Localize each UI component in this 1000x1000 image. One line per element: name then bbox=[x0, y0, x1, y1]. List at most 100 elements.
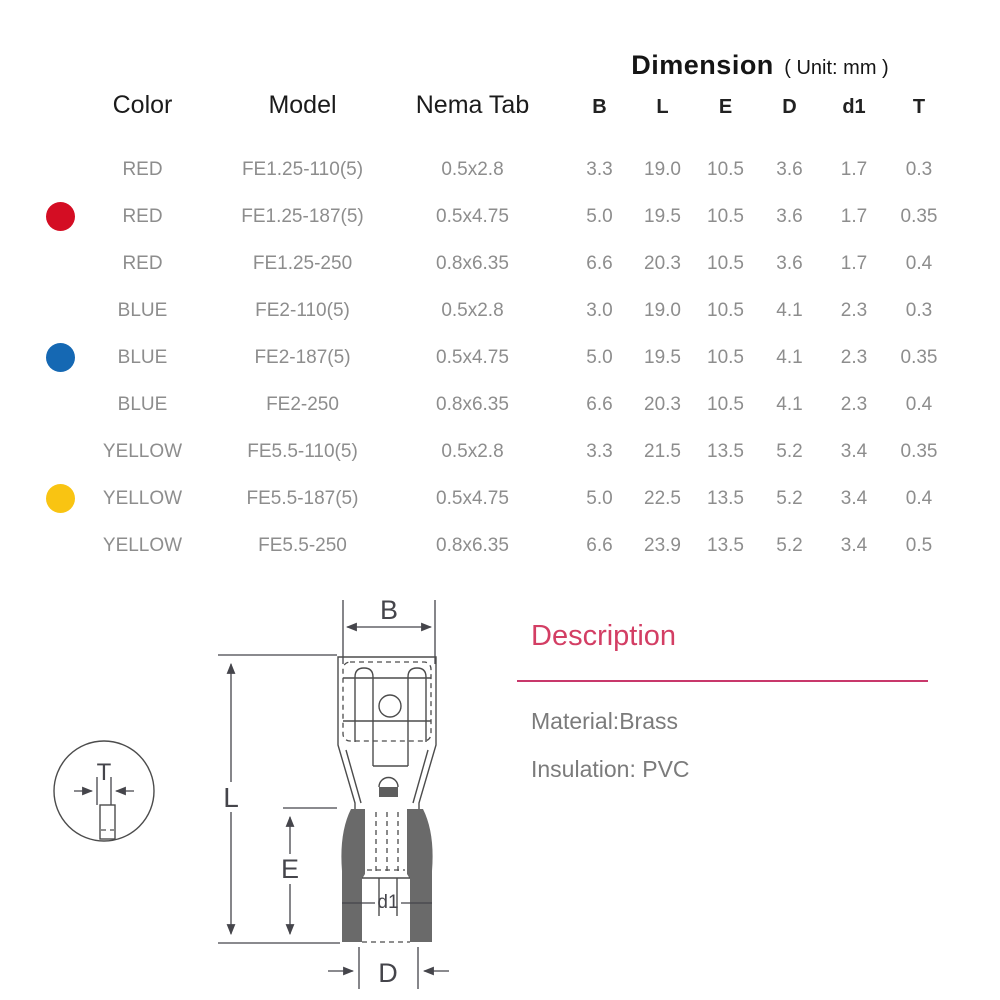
spacer-cell bbox=[545, 240, 568, 287]
dim-value-E: 10.5 bbox=[707, 159, 744, 180]
dim-value-D: 4.1 bbox=[776, 347, 803, 368]
dim-value-T: 0.4 bbox=[905, 394, 933, 415]
dim-value-B: 6.6 bbox=[586, 535, 613, 556]
color-dot-cell bbox=[40, 193, 80, 240]
dim-value-L: 21.5 bbox=[644, 441, 681, 462]
spacer-cell bbox=[545, 334, 568, 381]
barrel-wall-right bbox=[407, 809, 433, 942]
dim-value-E: 13.5 bbox=[707, 488, 744, 509]
spacer-cell bbox=[545, 381, 568, 428]
terminal-technical-drawing: T B bbox=[53, 595, 449, 989]
tab-hole bbox=[378, 694, 402, 718]
dim-value-T: 0.4 bbox=[905, 253, 933, 274]
spacer bbox=[545, 85, 568, 129]
dim-value-E: 10.5 bbox=[707, 394, 744, 415]
color-dot-cell bbox=[40, 146, 80, 193]
color-cell: BLUE bbox=[117, 347, 168, 368]
dim-value-D: 5.2 bbox=[776, 441, 803, 462]
color-cell: YELLOW bbox=[102, 535, 183, 556]
nema-tab-cell: 0.5x4.75 bbox=[436, 206, 509, 227]
dim-value-D: 3.6 bbox=[776, 206, 803, 227]
model-cell: FE5.5-250 bbox=[258, 535, 347, 556]
spacer-cell bbox=[545, 146, 568, 193]
model-cell: FE2-110(5) bbox=[255, 300, 350, 321]
dimension-B: B bbox=[342, 595, 436, 664]
dimension-group-header: Dimension ( Unit: mm ) bbox=[568, 50, 952, 81]
dim-value-L: 23.9 bbox=[644, 535, 681, 556]
color-cell: RED bbox=[122, 206, 163, 227]
dim-value-d1: 1.7 bbox=[840, 159, 868, 180]
color-dot-cell bbox=[40, 240, 80, 287]
spacer-cell bbox=[545, 287, 568, 334]
material-text: Material:Brass bbox=[531, 708, 678, 734]
dim-value-D: 4.1 bbox=[776, 394, 803, 415]
dim-value-T: 0.35 bbox=[900, 206, 938, 227]
dim-value-D: 3.6 bbox=[776, 253, 803, 274]
nema-tab-column-header: Nema Tab bbox=[415, 91, 530, 119]
color-cell: RED bbox=[122, 253, 163, 274]
model-cell: FE5.5-110(5) bbox=[247, 441, 358, 462]
dim-value-D: 3.6 bbox=[776, 159, 803, 180]
dim-label-d1: d1 bbox=[377, 892, 398, 913]
nema-tab-cell: 0.8x6.35 bbox=[436, 535, 509, 556]
dimension-D: D bbox=[328, 947, 449, 989]
dim-value-D: 5.2 bbox=[776, 488, 803, 509]
dim-value-d1: 2.3 bbox=[840, 300, 868, 321]
color-cell: YELLOW bbox=[102, 441, 183, 462]
dim-value-E: 13.5 bbox=[707, 535, 744, 556]
locking-dimple bbox=[378, 776, 399, 788]
dimension-E: E bbox=[279, 807, 337, 936]
model-cell: FE1.25-187(5) bbox=[241, 206, 364, 227]
dim-value-E: 10.5 bbox=[707, 206, 744, 227]
dim-value-T: 0.3 bbox=[905, 159, 933, 180]
dim-value-L: 19.5 bbox=[644, 347, 681, 368]
dim-col-d1: d1 bbox=[842, 96, 866, 118]
dim-col-T: T bbox=[912, 96, 926, 118]
description-title: Description bbox=[531, 620, 677, 652]
dim-label-D: D bbox=[378, 958, 398, 988]
model-cell: FE2-187(5) bbox=[254, 347, 351, 368]
dim-col-E: E bbox=[718, 96, 733, 118]
color-cell: RED bbox=[122, 159, 163, 180]
red-color-dot bbox=[45, 202, 75, 231]
dim-value-E: 10.5 bbox=[707, 347, 744, 368]
color-dot-cell bbox=[40, 287, 80, 334]
table-body: RED FE1.25-110(5) 0.5x2.8 3.3 19.0 10.5 3.6 1.7… bbox=[40, 146, 952, 569]
insulation-barrel: d1 bbox=[341, 809, 433, 943]
dim-value-T: 0.4 bbox=[905, 488, 933, 509]
dim-col-L: L bbox=[656, 96, 669, 118]
dim-label-L: L bbox=[223, 782, 239, 813]
blue-color-dot bbox=[45, 343, 75, 372]
barrel-wall-left bbox=[341, 809, 365, 942]
spacer-cell bbox=[545, 193, 568, 240]
color-dot-cell bbox=[40, 334, 80, 381]
color-dot-cell bbox=[40, 475, 80, 522]
dim-col-D: D bbox=[782, 96, 797, 118]
connector-spade-outline bbox=[337, 656, 437, 809]
locking-dimple-fill bbox=[379, 787, 398, 797]
dim-value-d1: 3.4 bbox=[840, 535, 868, 556]
dim-value-B: 5.0 bbox=[586, 347, 613, 368]
dim-value-L: 19.0 bbox=[644, 159, 681, 180]
color-dot-cell bbox=[40, 381, 80, 428]
dimension-L: L bbox=[218, 654, 340, 944]
dim-value-d1: 2.3 bbox=[840, 394, 868, 415]
color-dot-cell bbox=[40, 428, 80, 475]
dim-value-B: 3.3 bbox=[586, 159, 613, 180]
dim-value-T: 0.5 bbox=[905, 535, 933, 556]
color-column-header: Color bbox=[112, 91, 173, 119]
color-cell: BLUE bbox=[117, 394, 168, 415]
dim-value-T: 0.35 bbox=[900, 441, 938, 462]
dim-value-L: 20.3 bbox=[644, 253, 681, 274]
color-dot-cell bbox=[40, 522, 80, 569]
dim-value-L: 22.5 bbox=[644, 488, 681, 509]
dim-value-B: 3.0 bbox=[586, 300, 613, 321]
yellow-color-dot bbox=[45, 484, 75, 513]
color-cell: YELLOW bbox=[102, 488, 183, 509]
nema-tab-cell: 0.5x2.8 bbox=[441, 300, 504, 321]
model-cell: FE1.25-250 bbox=[252, 253, 353, 274]
nema-tab-cell: 0.5x4.75 bbox=[436, 488, 509, 509]
dim-value-D: 5.2 bbox=[776, 535, 803, 556]
spacer-cell bbox=[545, 475, 568, 522]
nema-tab-cell: 0.5x2.8 bbox=[441, 159, 504, 180]
